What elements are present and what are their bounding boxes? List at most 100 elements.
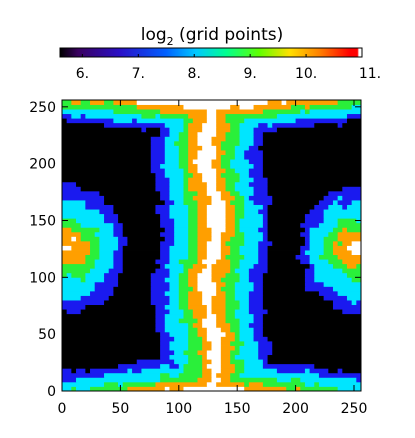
heatmap-cell (225, 204, 236, 210)
heatmap-cell (267, 336, 362, 342)
heatmap-cell (62, 222, 82, 228)
heatmap-cell (178, 154, 189, 160)
heatmap-cell (150, 300, 170, 306)
heatmap-cell (262, 168, 362, 174)
heatmap-cell (62, 313, 156, 319)
heatmap-cell (253, 318, 264, 324)
heatmap-cell (155, 318, 166, 324)
heatmap-cell (225, 209, 236, 215)
heatmap-cell (62, 231, 82, 237)
heatmap-cell (239, 190, 254, 196)
heatmap-cell (62, 131, 161, 137)
heatmap-cell (323, 195, 339, 201)
heatmap-cell (323, 240, 334, 246)
heatmap-cell (188, 177, 203, 183)
heatmap-cell (169, 190, 184, 196)
heatmap-cell (197, 150, 217, 155)
heatmap-cell (169, 250, 189, 255)
heatmap-cell (197, 227, 212, 233)
heatmap-cell (160, 331, 170, 337)
heatmap-cell (160, 263, 166, 269)
heatmap-cell (220, 368, 236, 374)
heatmap-cell (216, 181, 226, 187)
heatmap-cell (262, 277, 306, 283)
heatmap-cell (202, 259, 217, 265)
heatmap-cell (337, 218, 357, 224)
heatmap-cell (197, 318, 203, 324)
heatmap-cell (220, 154, 236, 160)
heatmap-cell (71, 386, 77, 392)
heatmap-cell (80, 186, 156, 192)
heatmap-cell (197, 190, 208, 196)
heatmap-cell (248, 159, 264, 165)
heatmap-cell (206, 109, 217, 115)
heatmap-cell (155, 327, 166, 333)
heatmap-cell (346, 263, 357, 269)
heatmap-cell (118, 218, 161, 224)
heatmap-cell (62, 336, 161, 342)
heatmap-cell (337, 222, 362, 228)
heatmap-cell (234, 209, 245, 215)
heatmap-cell (239, 263, 254, 269)
heatmap-cell (230, 127, 240, 133)
heatmap-cell (206, 113, 217, 119)
heatmap-cell (230, 268, 236, 274)
heatmap-cell (183, 313, 194, 319)
colorbar-tick-label: 10. (295, 66, 317, 82)
heatmap-cell (216, 186, 226, 192)
heatmap-cell (216, 290, 226, 296)
heatmap-cell (62, 136, 152, 142)
heatmap-cell (239, 136, 254, 142)
heatmap-cell (183, 263, 194, 269)
heatmap-cell (267, 100, 282, 105)
heatmap-cell (272, 345, 362, 351)
heatmap-cell (346, 227, 362, 233)
heatmap-cell (178, 145, 189, 151)
heatmap-cell (174, 231, 189, 237)
heatmap-cell (216, 118, 226, 124)
heatmap-cell (202, 295, 212, 301)
heatmap-cell (113, 250, 124, 255)
heatmap-cell (234, 281, 254, 287)
heatmap-cell (202, 368, 212, 374)
heatmap-cell (253, 263, 268, 269)
heatmap-cell (202, 172, 217, 178)
heatmap-cell (342, 204, 348, 210)
heatmap-cell (62, 318, 156, 324)
heatmap-cell (192, 118, 208, 124)
heatmap-cell (202, 122, 217, 128)
colorbar-tick-label: 11. (359, 66, 381, 82)
heatmap-cell (122, 263, 161, 269)
x-tick-label: 0 (58, 401, 67, 417)
heatmap-cell (206, 254, 222, 260)
heatmap-cell (136, 104, 184, 110)
heatmap-cell (150, 277, 166, 283)
heatmap-cell (211, 359, 222, 365)
heatmap-cell (234, 227, 240, 233)
heatmap-cell (197, 204, 208, 210)
heatmap-cell (234, 181, 250, 187)
heatmap-cell (62, 254, 86, 260)
heatmap-cell (113, 286, 152, 292)
heatmap-cell (150, 295, 170, 301)
heatmap-cell (206, 250, 222, 255)
heatmap-cell (141, 368, 184, 374)
heatmap-cell (267, 354, 362, 360)
heatmap-cell (211, 140, 222, 146)
heatmap-cell (211, 272, 226, 278)
heatmap-cell (104, 272, 119, 278)
heatmap-cell (197, 200, 212, 205)
heatmap-cell (188, 290, 203, 296)
heatmap-cell (248, 172, 264, 178)
heatmap-cell (197, 154, 217, 160)
heatmap-cell (178, 295, 189, 301)
heatmap-cell (239, 222, 264, 228)
heatmap-cell (150, 168, 166, 174)
heatmap-cell (188, 168, 198, 174)
heatmap-cell (160, 131, 170, 137)
heatmap-cell (62, 163, 152, 169)
heatmap-cell (290, 104, 306, 110)
heatmap-cell (169, 204, 189, 210)
heatmap-cell (206, 263, 212, 269)
